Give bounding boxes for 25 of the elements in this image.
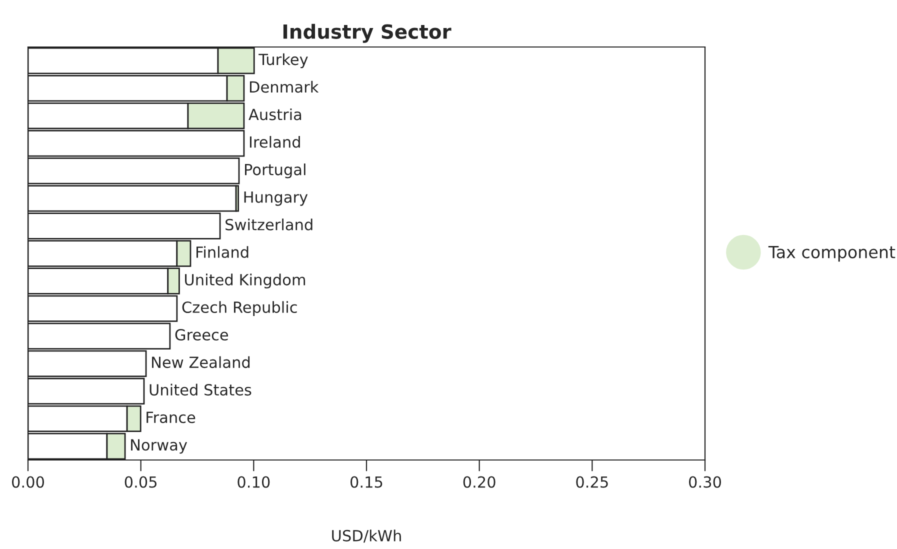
chart-title: Industry Sector (283, 24, 452, 43)
y-tick-label: New Zealand (152, 356, 250, 368)
y-tick-label: United States (150, 384, 252, 396)
x-tick-label: 0.05 (124, 476, 157, 488)
y-tick-label: Turkey (258, 53, 308, 68)
legend-label: Tax component (768, 246, 896, 262)
y-tick-label: Austria (248, 108, 302, 120)
y-tick-label: Czech Republic (182, 301, 297, 316)
x-tick-label: 0.15 (350, 476, 382, 488)
y-tick-label: Denmark (250, 80, 319, 93)
y-tick-label: Portugal (245, 164, 306, 178)
x-axis-title: USD/kWh (332, 530, 401, 543)
x-tick-label: 0.30 (689, 476, 721, 488)
y-tick-label: Greece (175, 328, 228, 341)
y-tick-label: France (146, 412, 196, 424)
y-tick-label: Hungary (244, 192, 308, 206)
y-tick-label: United Kingdom (185, 274, 306, 288)
y-tick-label: Switzerland (226, 218, 312, 230)
y-tick-label: Norway (131, 439, 188, 454)
x-tick-label: 0.10 (238, 476, 270, 488)
x-tick-label: 0.25 (576, 476, 608, 488)
y-tick-label: Finland (196, 246, 248, 258)
y-tick-label: Ireland (250, 136, 300, 148)
x-tick-label: 0.20 (463, 476, 496, 488)
x-tick-label: 0.00 (12, 476, 44, 488)
